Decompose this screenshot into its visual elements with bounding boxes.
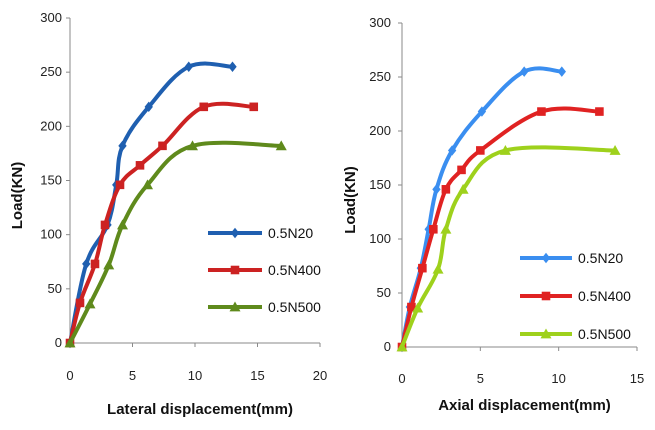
legend-label: 0.5N20 — [268, 225, 313, 241]
data-point — [135, 161, 145, 170]
data-point — [118, 140, 127, 152]
series-0.5N500 — [396, 144, 621, 352]
data-point — [115, 180, 125, 190]
data-point — [457, 183, 469, 194]
chart-axial: 0 50 100 150 200 250 300 0 5 10 15 Axial displaceme… — [342, 15, 644, 414]
y-tick-label: 200 — [369, 123, 391, 138]
data-point — [476, 146, 485, 155]
y-tick-label: 300 — [40, 10, 62, 25]
data-point — [440, 223, 452, 234]
legend-marker — [230, 265, 240, 275]
legend-label: 0.5N400 — [578, 288, 631, 304]
legend-marker — [230, 227, 240, 239]
data-point — [100, 220, 110, 230]
data-point — [82, 258, 91, 270]
legend-entry: 0.5N500 — [520, 326, 631, 342]
data-point — [412, 302, 424, 313]
series-0.5N400 — [397, 106, 604, 352]
data-point — [187, 140, 198, 151]
y-tick-label: 0 — [384, 339, 391, 354]
data-point — [199, 102, 209, 112]
data-point — [557, 66, 566, 77]
x-tick-label: 15 — [630, 371, 644, 386]
x-tick-label: 15 — [250, 368, 264, 383]
data-point — [64, 337, 76, 348]
data-point — [103, 259, 115, 270]
data-point — [432, 184, 441, 195]
legend-entry: 0.5N20 — [208, 225, 313, 241]
y-tick-label: 50 — [377, 285, 391, 300]
data-point — [184, 61, 193, 72]
legend-marker — [541, 252, 551, 264]
legend-entry: 0.5N400 — [208, 262, 321, 278]
y-axis-title: Load(KN) — [9, 162, 26, 230]
data-point — [457, 165, 466, 175]
y-tick-label: 50 — [48, 281, 62, 296]
legend-entry: 0.5N400 — [520, 288, 631, 304]
legend-label: 0.5N400 — [268, 262, 321, 278]
x-tick-label: 10 — [188, 368, 202, 383]
data-point — [537, 107, 546, 116]
x-tick-label: 20 — [313, 368, 327, 383]
data-point — [407, 302, 416, 312]
x-tick-label: 5 — [129, 368, 136, 383]
legend-entry: 0.5N500 — [208, 299, 321, 315]
x-tick-label: 0 — [66, 368, 73, 383]
data-point — [595, 107, 604, 116]
y-tick-label: 250 — [40, 64, 62, 79]
legend-entry: 0.5N20 — [520, 250, 623, 266]
data-point — [275, 140, 287, 151]
x-axis-title: Lateral displacement(mm) — [107, 401, 293, 418]
data-point — [90, 259, 100, 269]
data-point — [432, 263, 444, 274]
y-tick-label: 150 — [40, 173, 62, 188]
y-tick-label: 100 — [369, 231, 391, 246]
series-0.5N400 — [65, 101, 259, 348]
x-tick-label: 0 — [398, 371, 405, 386]
data-point — [75, 298, 85, 308]
legend-marker — [229, 301, 241, 312]
data-point — [396, 341, 408, 352]
y-tick-label: 250 — [369, 69, 391, 84]
data-point — [418, 263, 427, 273]
y-tick-label: 150 — [369, 177, 391, 192]
x-tick-label: 10 — [551, 371, 565, 386]
y-axis-title: Load(KN) — [342, 166, 359, 234]
series-line — [400, 145, 618, 349]
legend-marker — [540, 328, 552, 339]
series-0.5N500 — [64, 140, 287, 348]
y-tick-label: 0 — [55, 335, 62, 350]
y-tick-label: 100 — [40, 227, 62, 242]
x-axis-title: Axial displacement(mm) — [438, 397, 611, 414]
y-tick-label: 300 — [369, 15, 391, 30]
data-point — [477, 106, 487, 117]
data-point — [441, 185, 451, 194]
data-point — [158, 141, 167, 151]
data-point — [609, 144, 621, 155]
legend-label: 0.5N500 — [578, 326, 631, 342]
data-point — [249, 102, 259, 112]
y-tick-label: 200 — [40, 118, 62, 133]
data-point — [499, 144, 511, 155]
data-point — [117, 219, 128, 230]
x-tick-label: 5 — [477, 371, 484, 386]
data-point — [84, 298, 96, 309]
data-point — [447, 145, 457, 156]
data-point — [228, 61, 237, 72]
legend-label: 0.5N500 — [268, 299, 321, 315]
data-point — [142, 179, 153, 190]
data-point — [429, 224, 438, 234]
chart-lateral: 0 50 100 150 200 250 300 0 5 10 15 20 Lateral displa… — [9, 10, 327, 418]
legend-label: 0.5N20 — [578, 250, 623, 266]
legend-marker — [541, 291, 551, 301]
data-point — [520, 66, 529, 77]
data-point — [144, 101, 153, 113]
